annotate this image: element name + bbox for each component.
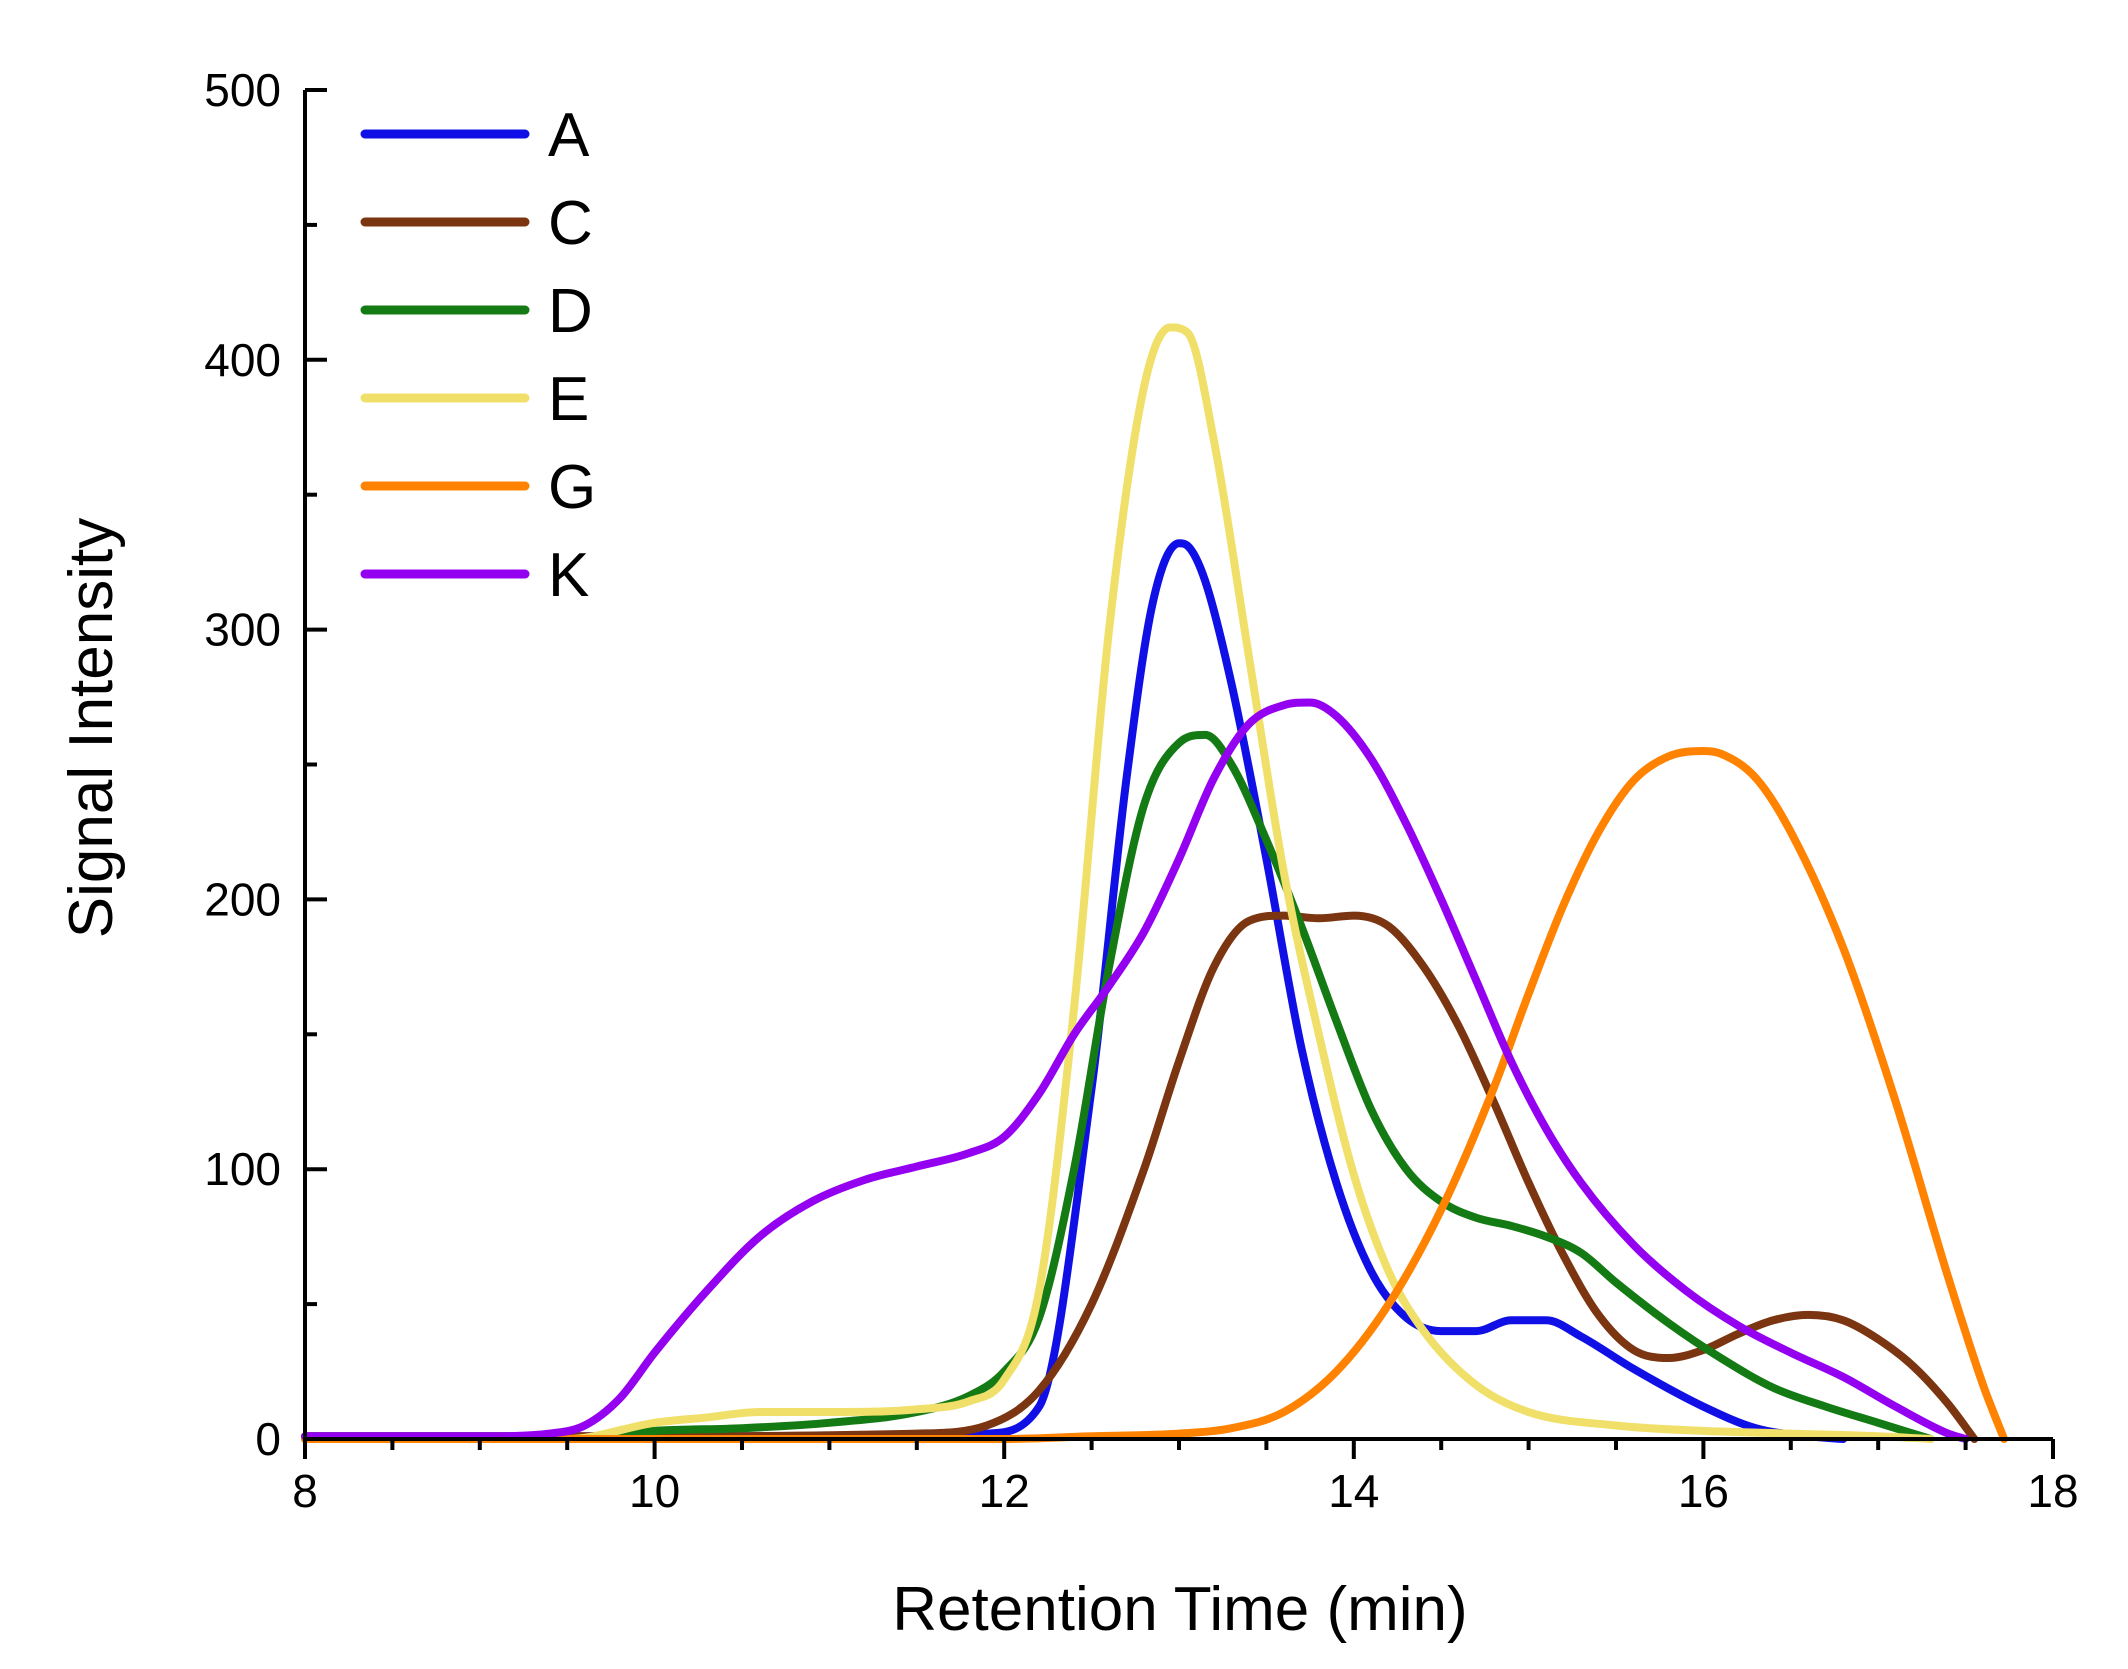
series-line-c — [301, 911, 1979, 1443]
series-line-g — [301, 747, 2009, 1444]
series-line-d — [301, 730, 1935, 1444]
y-tick-label: 200 — [204, 873, 281, 925]
y-tick-label: 500 — [204, 64, 281, 116]
y-tick-label: 400 — [204, 334, 281, 386]
x-axis-title: Retention Time (min) — [892, 1575, 1467, 1644]
legend-label-a: A — [548, 101, 590, 170]
series-line-e — [301, 323, 1935, 1444]
y-axis-title: Signal Intensity — [57, 518, 126, 938]
series-line-k — [301, 698, 1970, 1443]
x-tick-label: 18 — [2027, 1465, 2078, 1517]
x-tick-label: 10 — [629, 1465, 680, 1517]
y-tick-label: 0 — [255, 1413, 281, 1465]
y-tick-label: 100 — [204, 1143, 281, 1195]
legend-label-d: D — [548, 277, 593, 346]
x-tick-label: 14 — [1328, 1465, 1379, 1517]
x-tick-label: 16 — [1678, 1465, 1729, 1517]
y-tick-label: 300 — [204, 604, 281, 656]
x-tick-label: 12 — [979, 1465, 1030, 1517]
ticks-layer: 8 10 12 14 16 18 0 100 200 300 400 500 — [204, 64, 2078, 1517]
series-layer — [301, 323, 2009, 1444]
legend-label-c: C — [548, 189, 593, 258]
legend-label-k: K — [548, 541, 589, 610]
series-line-a — [301, 539, 1848, 1443]
x-tick-label: 8 — [292, 1465, 318, 1517]
legend-label-e: E — [548, 365, 589, 434]
legend-label-g: G — [548, 453, 596, 522]
